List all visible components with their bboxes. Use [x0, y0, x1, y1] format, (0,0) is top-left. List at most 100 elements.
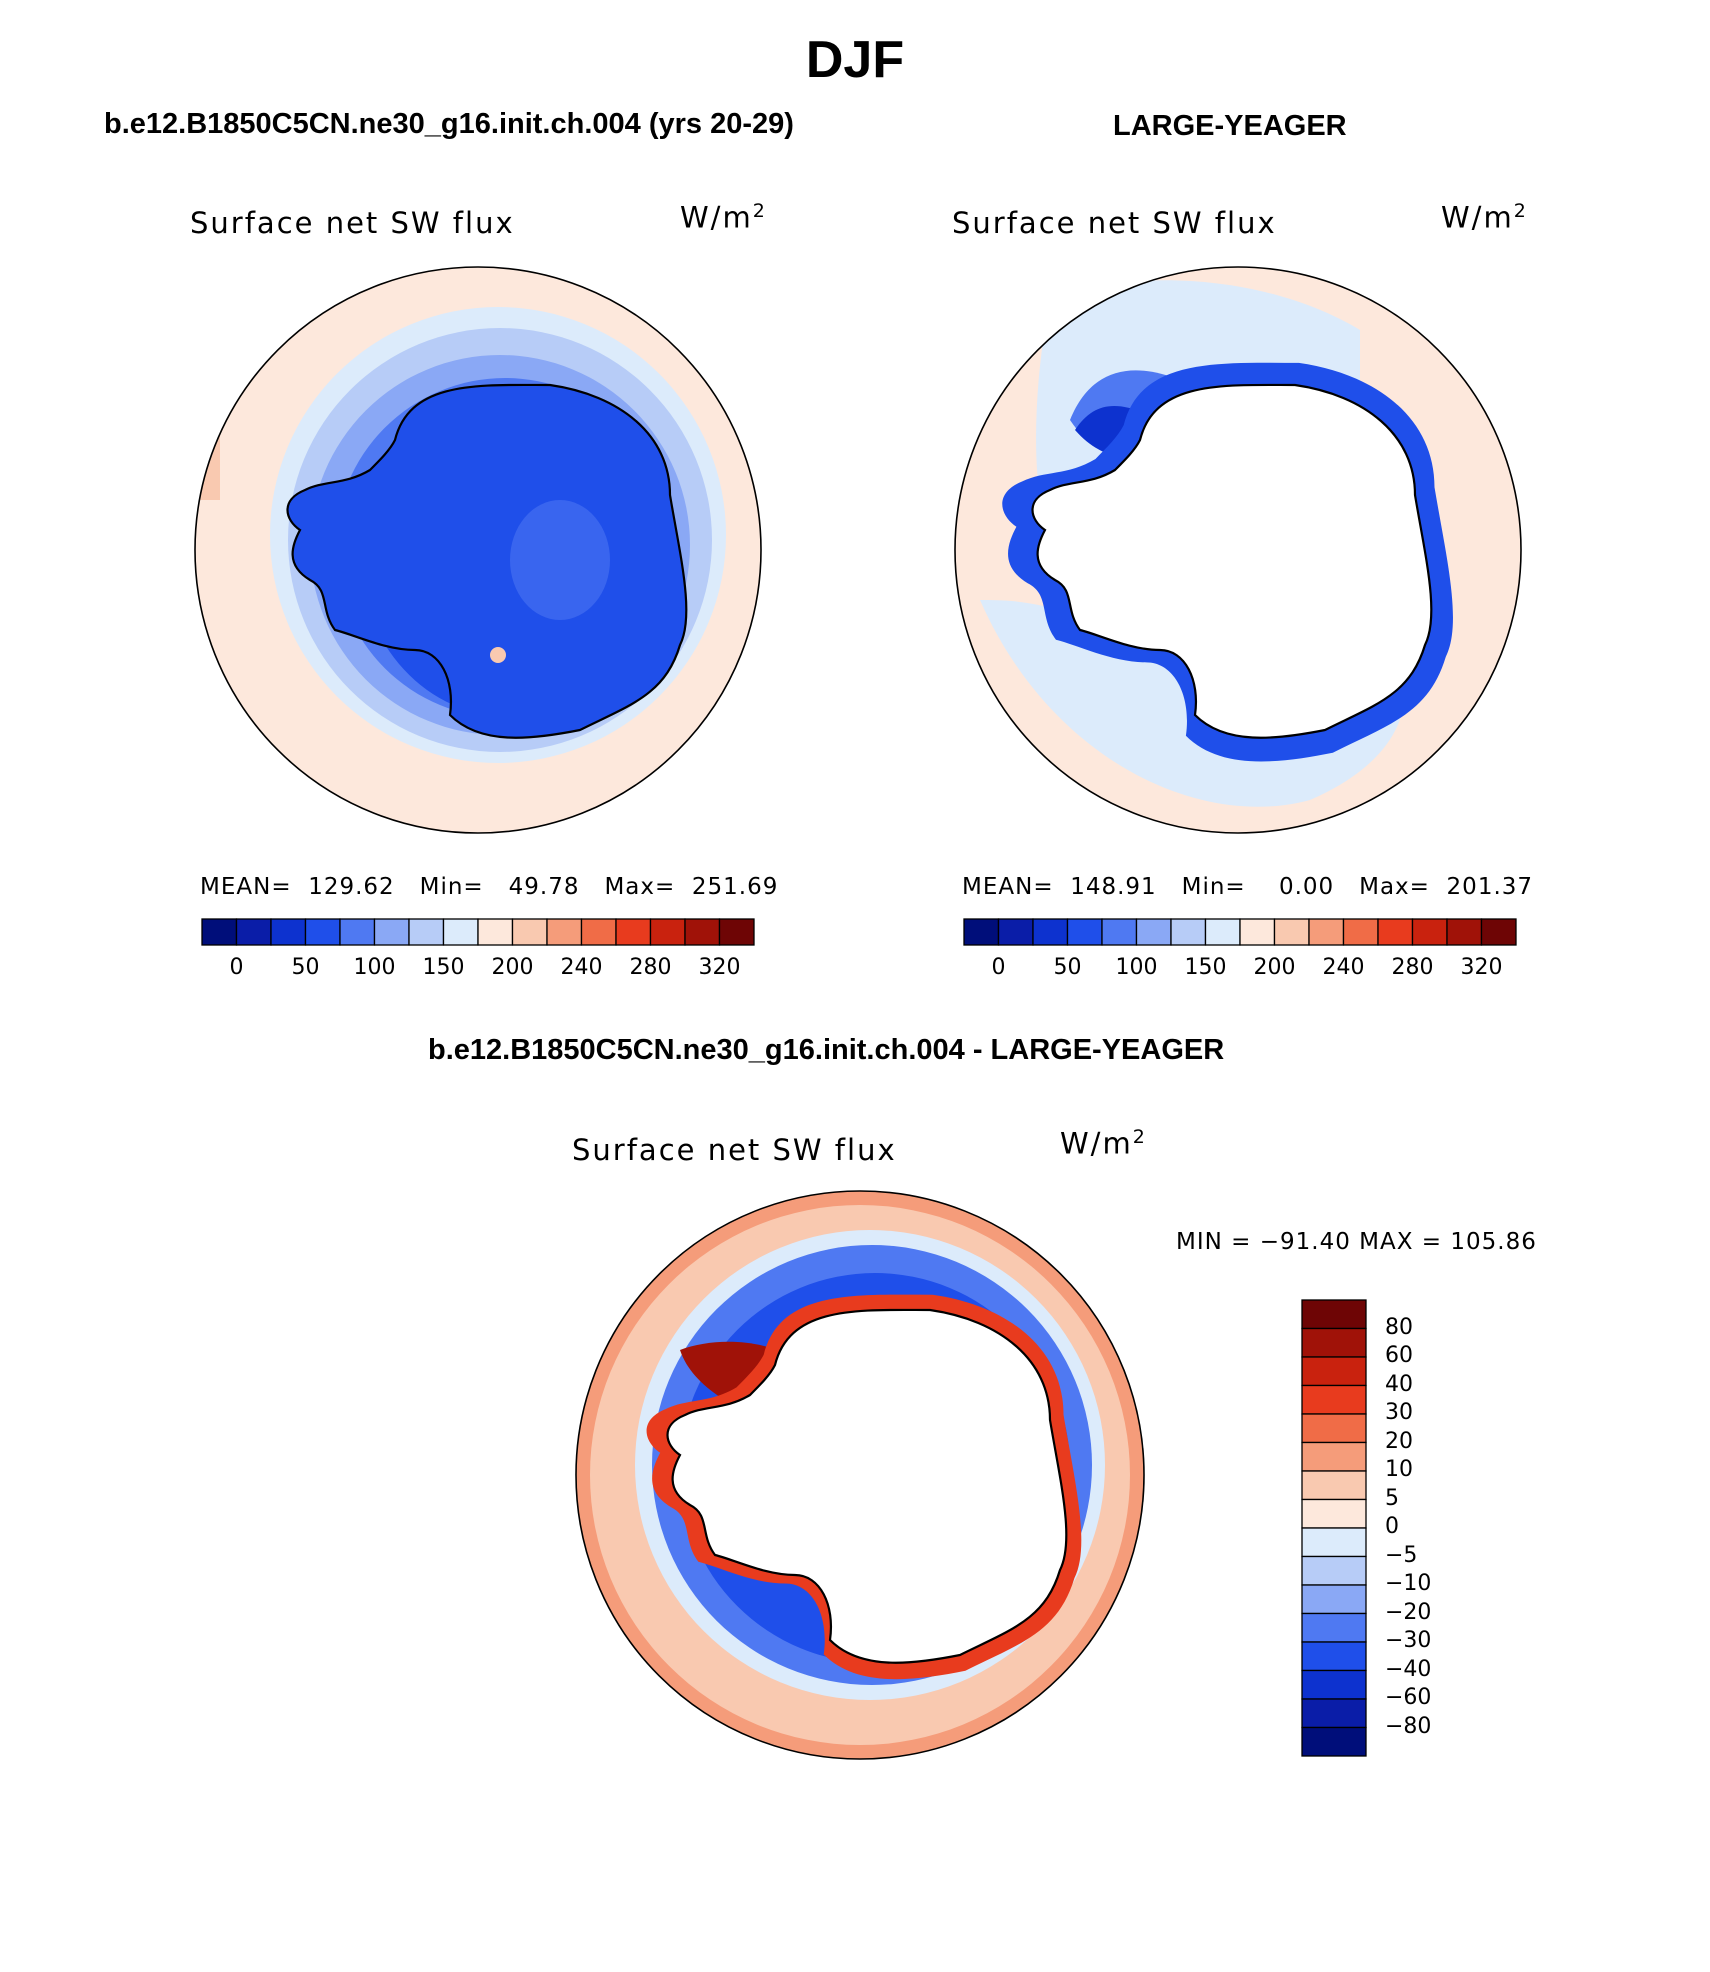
colorbar-swatch [1135, 918, 1172, 946]
colorbar-swatch [1301, 1498, 1367, 1529]
colorbar-swatch [1101, 918, 1138, 946]
colorbar-swatch [408, 918, 445, 946]
colorbar-tick-label: 240 [560, 955, 603, 980]
colorbar-tick-label: −40 [1385, 1656, 1432, 1682]
colorbar-swatch [649, 918, 686, 946]
colorbar-swatch [1446, 918, 1483, 946]
colorbar-tick-label: 320 [1460, 955, 1503, 980]
map-obs [954, 266, 1522, 834]
colorbar-tick-label: −20 [1385, 1599, 1432, 1625]
colorbar-tick-label: −5 [1385, 1542, 1418, 1568]
units-left: W/m2 [680, 200, 767, 235]
colorbar-swatch [1170, 918, 1207, 946]
colorbar-swatch [1301, 1669, 1367, 1700]
colorbar-swatch [963, 918, 1000, 946]
colorbar-left [201, 918, 755, 946]
colorbar-swatch [615, 918, 652, 946]
colorbar-tick-label: 150 [422, 955, 465, 980]
case-title-right: LARGE-YEAGER [1113, 110, 1347, 142]
colorbar-swatch [684, 918, 721, 946]
colorbar-swatch [997, 918, 1034, 946]
diff-units: W/m2 [1060, 1126, 1147, 1161]
colorbar-swatch [1377, 918, 1414, 946]
colorbar-swatch [1301, 1327, 1367, 1358]
colorbar-swatch [511, 918, 548, 946]
colorbar-tick-label: 60 [1385, 1343, 1413, 1368]
colorbar-swatch [442, 918, 479, 946]
colorbar-tick-label: 100 [353, 955, 396, 980]
colorbar-swatch [235, 918, 272, 946]
colorbar-swatch [1301, 1612, 1367, 1643]
colorbar-swatch [304, 918, 341, 946]
diff-panel-title: Surface net SW flux [572, 1133, 897, 1167]
colorbar-tick-label: 80 [1385, 1314, 1413, 1340]
colorbar-swatch [1301, 1299, 1367, 1330]
colorbar-tick-label: 100 [1115, 955, 1158, 980]
colorbar-swatch [1301, 1470, 1367, 1501]
case-title-left: b.e12.B1850C5CN.ne30_g16.init.ch.004 (yr… [104, 108, 794, 140]
colorbar-swatch [1204, 918, 1241, 946]
colorbar-swatch [1301, 1527, 1367, 1558]
colorbar-swatch [373, 918, 410, 946]
colorbar-tick-label: 0 [991, 955, 1006, 980]
units-right: W/m2 [1441, 200, 1528, 235]
colorbar-tick-label: 280 [1391, 955, 1434, 980]
colorbar-swatch [1273, 918, 1310, 946]
panel-title-left: Surface net SW flux [190, 206, 515, 240]
colorbar-swatch [1411, 918, 1448, 946]
colorbar-tick-label: 10 [1385, 1457, 1413, 1482]
colorbar-swatch [1301, 1384, 1367, 1415]
colorbar-swatch [1066, 918, 1103, 946]
colorbar-tick-label: 5 [1385, 1485, 1399, 1511]
colorbar-tick-label: 0 [1385, 1514, 1399, 1539]
colorbar-swatch [1301, 1726, 1367, 1757]
diff-minmax: MIN = −91.40 MAX = 105.86 [1176, 1229, 1537, 1255]
colorbar-tick-label: 150 [1184, 955, 1227, 980]
colorbar-swatch [580, 918, 617, 946]
colorbar-swatch [1301, 1584, 1367, 1615]
colorbar-swatch [270, 918, 307, 946]
colorbar-swatch [1301, 1356, 1367, 1387]
colorbar-tick-label: −60 [1385, 1685, 1432, 1710]
colorbar-swatch [1301, 1641, 1367, 1672]
colorbar-tick-label: 50 [291, 955, 320, 980]
panel-title-right: Surface net SW flux [952, 206, 1277, 240]
colorbar-tick-label: 200 [491, 955, 534, 980]
colorbar-tick-label: 240 [1322, 955, 1365, 980]
colorbar-tick-label: −10 [1385, 1571, 1432, 1596]
colorbar-diff [1301, 1299, 1367, 1757]
colorbar-tick-label: 30 [1385, 1400, 1413, 1425]
colorbar-swatch [1301, 1441, 1367, 1472]
colorbar-swatch [1032, 918, 1069, 946]
colorbar-right-labels: 0 50 100 150 200 240 280 320 [962, 955, 1522, 985]
colorbar-swatch [477, 918, 514, 946]
colorbar-swatch [1301, 1698, 1367, 1729]
colorbar-tick-label: 280 [629, 955, 672, 980]
colorbar-tick-label: 50 [1053, 955, 1082, 980]
colorbar-swatch [339, 918, 376, 946]
stats-right: MEAN= 148.91 Min= 0.00 Max= 201.37 [962, 874, 1534, 900]
colorbar-swatch [1342, 918, 1379, 946]
diff-case-title: b.e12.B1850C5CN.ne30_g16.init.ch.004 - L… [428, 1034, 1225, 1066]
colorbar-tick-label: 320 [698, 955, 741, 980]
colorbar-swatch [718, 918, 755, 946]
stats-left: MEAN= 129.62 Min= 49.78 Max= 251.69 [200, 874, 779, 900]
colorbar-tick-label: 200 [1253, 955, 1296, 980]
colorbar-swatch [1301, 1413, 1367, 1444]
map-diff [575, 1190, 1145, 1760]
colorbar-left-labels: 0 50 100 150 200 240 280 320 [200, 955, 760, 985]
colorbar-swatch [201, 918, 238, 946]
colorbar-swatch [546, 918, 583, 946]
colorbar-swatch [1239, 918, 1276, 946]
colorbar-right [963, 918, 1517, 946]
colorbar-tick-label: −80 [1385, 1713, 1432, 1739]
colorbar-tick-label: 40 [1385, 1371, 1413, 1397]
colorbar-diff-labels: 80 60 40 30 20 10 5 0 −5 −10 −20 −30 −40 −60 −80 [1385, 1298, 1505, 1760]
colorbar-swatch [1480, 918, 1517, 946]
page-title: DJF [805, 31, 905, 89]
colorbar-tick-label: 20 [1385, 1428, 1413, 1454]
colorbar-swatch [1301, 1555, 1367, 1586]
colorbar-tick-label: 0 [229, 955, 244, 980]
map-model [194, 266, 762, 834]
